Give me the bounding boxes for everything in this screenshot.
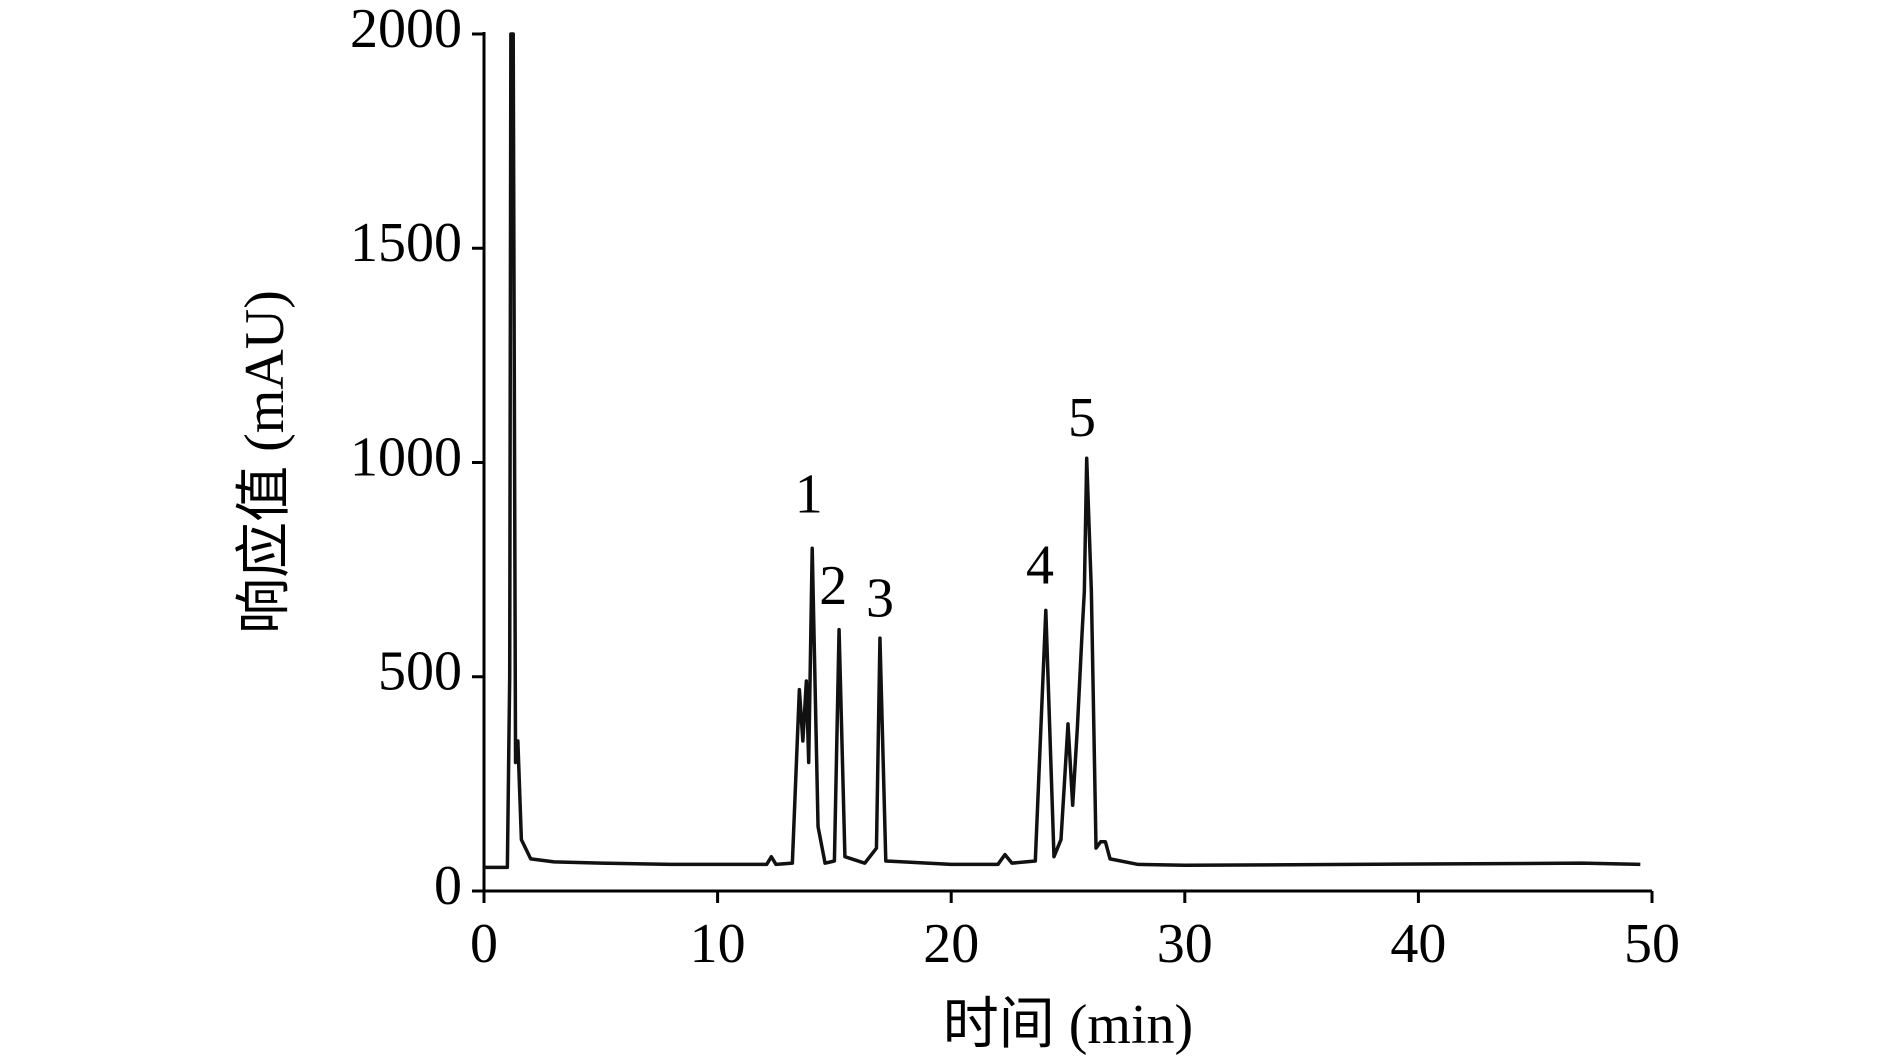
- peak-label: 2: [819, 555, 847, 617]
- peak-label: 3: [866, 568, 894, 630]
- peak-label: 1: [795, 464, 823, 526]
- chromatogram-line: [484, 32, 1641, 870]
- y-tick-label: 1000: [350, 426, 462, 488]
- y-tick-label: 1500: [350, 212, 462, 274]
- y-tick-label: 500: [378, 641, 462, 703]
- x-tick-label: 20: [923, 913, 979, 975]
- x-tick-label: 50: [1624, 913, 1680, 975]
- x-tick-label: 40: [1390, 913, 1446, 975]
- x-axis-label: 时间 (min): [943, 994, 1193, 1056]
- y-axis-label: 响应值 (mAU): [234, 290, 296, 634]
- peak-label: 5: [1068, 387, 1096, 449]
- peak-label: 4: [1026, 534, 1054, 596]
- y-tick-label: 2000: [350, 0, 462, 60]
- x-tick-label: 30: [1157, 913, 1213, 975]
- x-tick-label: 0: [470, 913, 498, 975]
- x-tick-label: 10: [690, 913, 746, 975]
- y-tick-label: 0: [434, 855, 462, 917]
